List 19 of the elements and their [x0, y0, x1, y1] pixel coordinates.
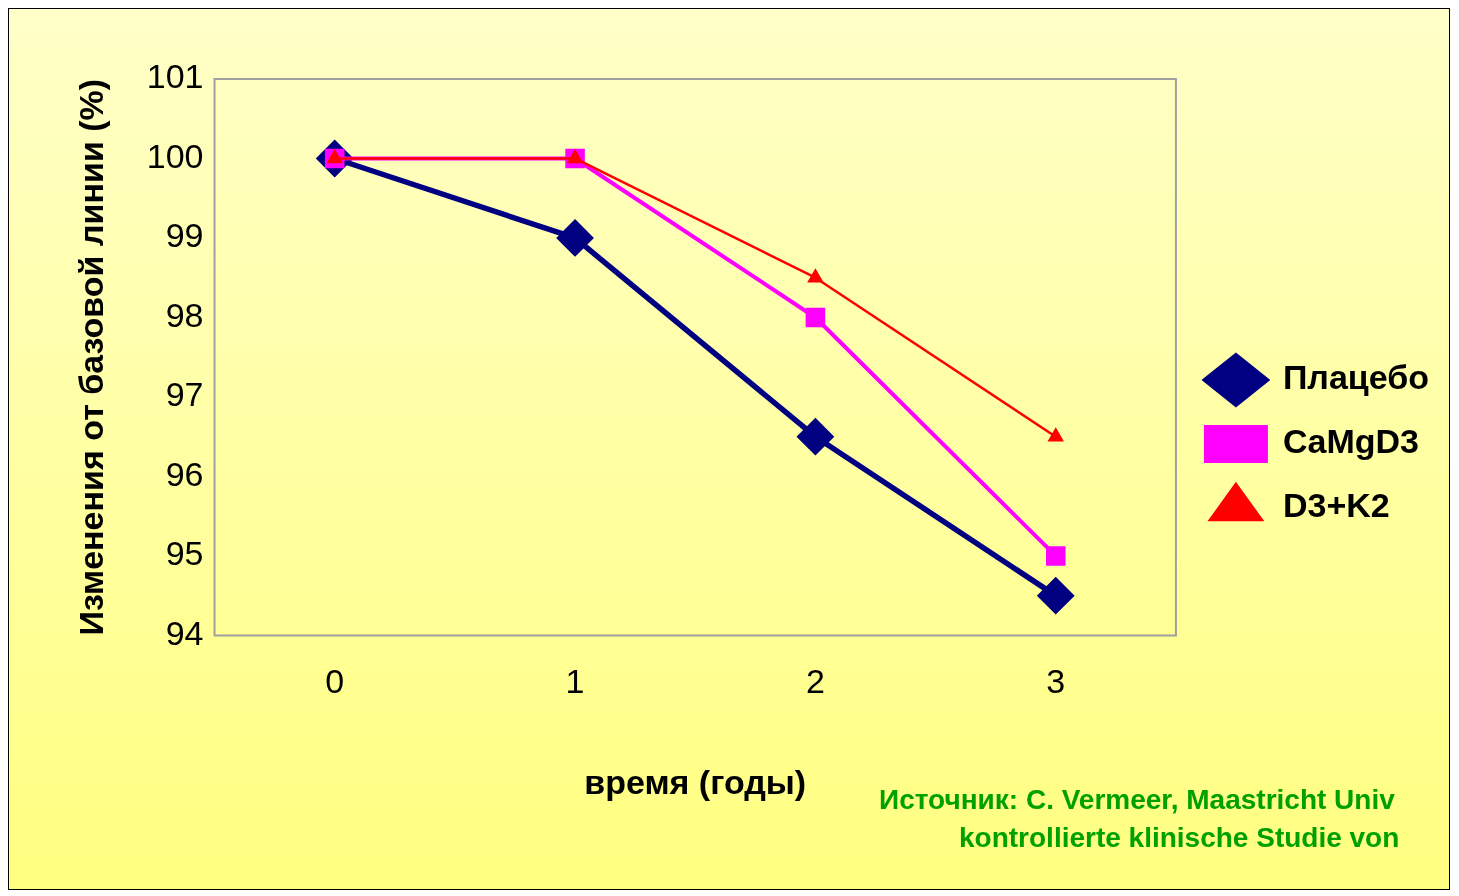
legend-label: CaMgD3: [1282, 422, 1419, 461]
x-axis-title: время (годы): [584, 762, 807, 801]
y-tick-label: 98: [165, 295, 204, 334]
y-tick-label: 101: [146, 57, 204, 96]
text: Источник: C. Vermeer, Maastricht Univ: [879, 783, 1396, 815]
legend-label: D3+K2: [1282, 486, 1390, 525]
x-tick-label: 2: [805, 662, 825, 701]
y-tick-label: 95: [165, 534, 204, 573]
y-tick-label: 97: [165, 375, 204, 414]
y-tick-label: 99: [165, 216, 204, 255]
x-tick-label: 1: [565, 662, 585, 701]
y-tick-label: 94: [165, 613, 204, 652]
text: kontrollierte klinische Studie von: [959, 821, 1400, 853]
legend-label: Плацебо: [1282, 358, 1429, 397]
x-tick-label: 3: [1046, 662, 1066, 701]
y-tick-label: 100: [146, 136, 204, 175]
y-tick-label: 96: [165, 454, 204, 493]
y-axis-title: Изменения от базовой линии (%): [71, 78, 110, 636]
x-tick-label: 0: [325, 662, 345, 701]
